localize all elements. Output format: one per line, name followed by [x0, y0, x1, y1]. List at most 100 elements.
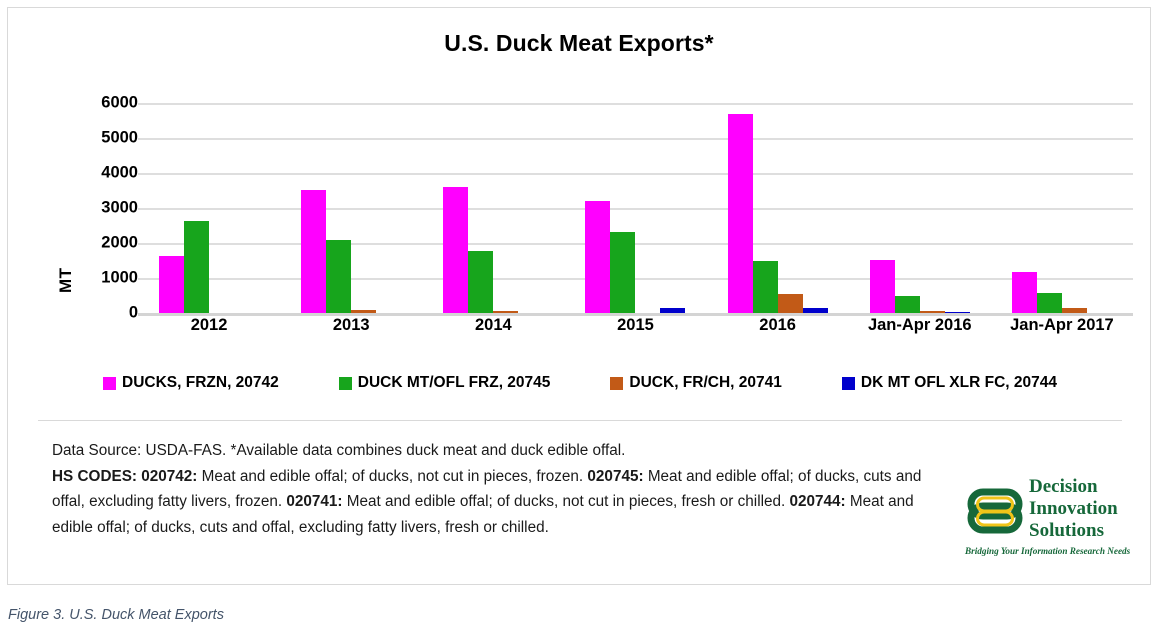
bar[interactable]: [493, 311, 519, 313]
bar[interactable]: [351, 309, 377, 313]
y-tick-label: 3000: [101, 198, 138, 217]
bar-group-bars: [280, 103, 422, 313]
bar[interactable]: [802, 308, 828, 313]
axis-baseline: [138, 313, 1133, 316]
bar-group: [707, 103, 849, 313]
bar[interactable]: [159, 255, 185, 313]
hs-desc-020741: Meat and edible offal; of ducks, not cut…: [346, 493, 786, 510]
footnote-line-1: Data Source: USDA-FAS. *Available data c…: [52, 438, 952, 464]
bar-group: [138, 103, 280, 313]
gridline: [138, 173, 1133, 175]
logo-line-1: Decision: [1029, 476, 1098, 497]
x-axis-tick-label: 2015: [617, 316, 654, 334]
bar[interactable]: [585, 201, 611, 313]
legend-item[interactable]: DK MT OFL XLR FC, 20744: [841, 374, 1057, 392]
hs-code-020744: 020744:: [789, 493, 846, 510]
bar[interactable]: [443, 187, 469, 313]
legend-item[interactable]: DUCK MT/OFL FRZ, 20745: [338, 374, 551, 392]
legend-swatch-icon: [610, 376, 624, 390]
bar-group-bars: [849, 103, 991, 313]
x-axis-tick-label: Jan-Apr 2017: [1010, 316, 1114, 334]
logo-tagline: Bridging Your Information Research Needs: [965, 546, 1131, 556]
hs-code-020741: 020741:: [286, 493, 343, 510]
bar-group-bars: [564, 103, 706, 313]
x-axis-tick-label: 2012: [190, 316, 228, 334]
y-tick-label: 0: [128, 303, 138, 322]
bar[interactable]: [1061, 308, 1087, 313]
legend-label: DUCKS, FRZN, 20742: [122, 374, 279, 391]
bar[interactable]: [1011, 271, 1037, 313]
bar-group-bars: [138, 103, 280, 313]
figure-caption: Figure 3. U.S. Duck Meat Exports: [8, 607, 224, 623]
y-axis-title: MT: [56, 267, 75, 293]
y-axis-ticks: 0 1000 2000 3000 4000 5000 6000: [76, 94, 138, 322]
bar-group: [280, 103, 422, 313]
bar[interactable]: [944, 312, 970, 313]
gridline: [138, 103, 1133, 105]
bar-group: [849, 103, 991, 313]
x-axis-labels: 2012 2013 2014 2015 2016 Jan-Apr 2016 Jan-Apr …: [138, 316, 1133, 335]
gridline: [138, 278, 1133, 280]
bar-group: [564, 103, 706, 313]
legend-label: DUCK MT/OFL FRZ, 20745: [357, 374, 551, 391]
bar[interactable]: [610, 231, 636, 313]
y-tick-label: 1000: [101, 268, 138, 287]
bar[interactable]: [301, 190, 327, 313]
chart-legend: DUCKS, FRZN, 20742 DUCK MT/OFL FRZ, 20745…: [8, 374, 1152, 392]
bar[interactable]: [869, 260, 895, 313]
bar[interactable]: [894, 296, 920, 313]
bar-group-bars: [422, 103, 564, 313]
legend-item[interactable]: DUCKS, FRZN, 20742: [103, 374, 279, 392]
data-source-text: Data Source: USDA-FAS. *Available data c…: [52, 442, 626, 459]
bar[interactable]: [777, 293, 803, 313]
chart-title: U.S. Duck Meat Exports*: [444, 30, 714, 56]
legend-label: DK MT OFL XLR FC, 20744: [860, 374, 1057, 391]
y-tick-label: 5000: [101, 128, 138, 147]
legend-item[interactable]: DUCK, FR/CH, 20741: [610, 374, 782, 392]
plot-area: [138, 103, 1133, 316]
footnote-hs-codes: HS CODES: 020742: Meat and edible offal;…: [52, 464, 952, 541]
bar-group-bars: [991, 103, 1133, 313]
gridline: [138, 208, 1133, 210]
plot-wrap: MT 0 1000 2000 3000 4000 5000 6000 2012 2013 201…: [8, 94, 1152, 348]
legend-label: DUCK, FR/CH, 20741: [629, 374, 782, 391]
hs-codes-label: HS CODES:: [52, 467, 137, 485]
note-divider: [38, 420, 1122, 421]
celtic-knot-icon: [963, 480, 1027, 542]
hs-code-020745: 020745:: [587, 467, 644, 485]
bar-group: [991, 103, 1133, 313]
gridline: [138, 138, 1133, 140]
bar[interactable]: [1036, 292, 1062, 313]
logo-line-2: Innovation: [1029, 498, 1118, 519]
legend-swatch-icon: [338, 376, 352, 390]
legend-swatch-icon: [103, 376, 117, 390]
x-axis-tick-label: 2013: [332, 316, 370, 334]
company-logo: Decision Innovation Solutions Bridging Y…: [963, 476, 1143, 568]
hs-desc-020745: Meat and edible offal; of ducks, cuts an…: [52, 467, 922, 511]
hs-code-020742: 020742:: [141, 467, 198, 485]
bar[interactable]: [660, 308, 686, 313]
legend-swatch-icon: [841, 376, 855, 390]
bar[interactable]: [468, 251, 494, 313]
logo-line-3: Solutions: [1029, 520, 1104, 541]
bar[interactable]: [727, 113, 753, 313]
gridline: [138, 243, 1133, 245]
y-tick-label: 2000: [101, 233, 138, 252]
y-tick-label: 4000: [101, 163, 138, 182]
logo-wordmark: Decision Innovation Solutions: [1029, 476, 1145, 542]
x-axis-tick-label: 2016: [759, 316, 796, 334]
chart-card: U.S. Duck Meat Exports* MT 0 1000 2000 3000…: [7, 7, 1151, 585]
footnotes: Data Source: USDA-FAS. *Available data c…: [52, 438, 952, 540]
x-axis-tick-label: 2014: [474, 316, 512, 334]
bar-group: [422, 103, 564, 313]
hs-desc-020744: Meat and edible offal; of ducks, cuts an…: [52, 493, 914, 536]
bar[interactable]: [752, 260, 778, 313]
bar[interactable]: [919, 310, 945, 313]
x-axis-tick-label: Jan-Apr 2016: [867, 316, 972, 334]
bar-groups: [138, 103, 1133, 313]
bar[interactable]: [184, 220, 210, 313]
hs-desc-020742: Meat and edible offal; of ducks, not cut…: [201, 467, 584, 485]
y-tick-label: 6000: [101, 93, 138, 112]
bar[interactable]: [326, 239, 352, 313]
